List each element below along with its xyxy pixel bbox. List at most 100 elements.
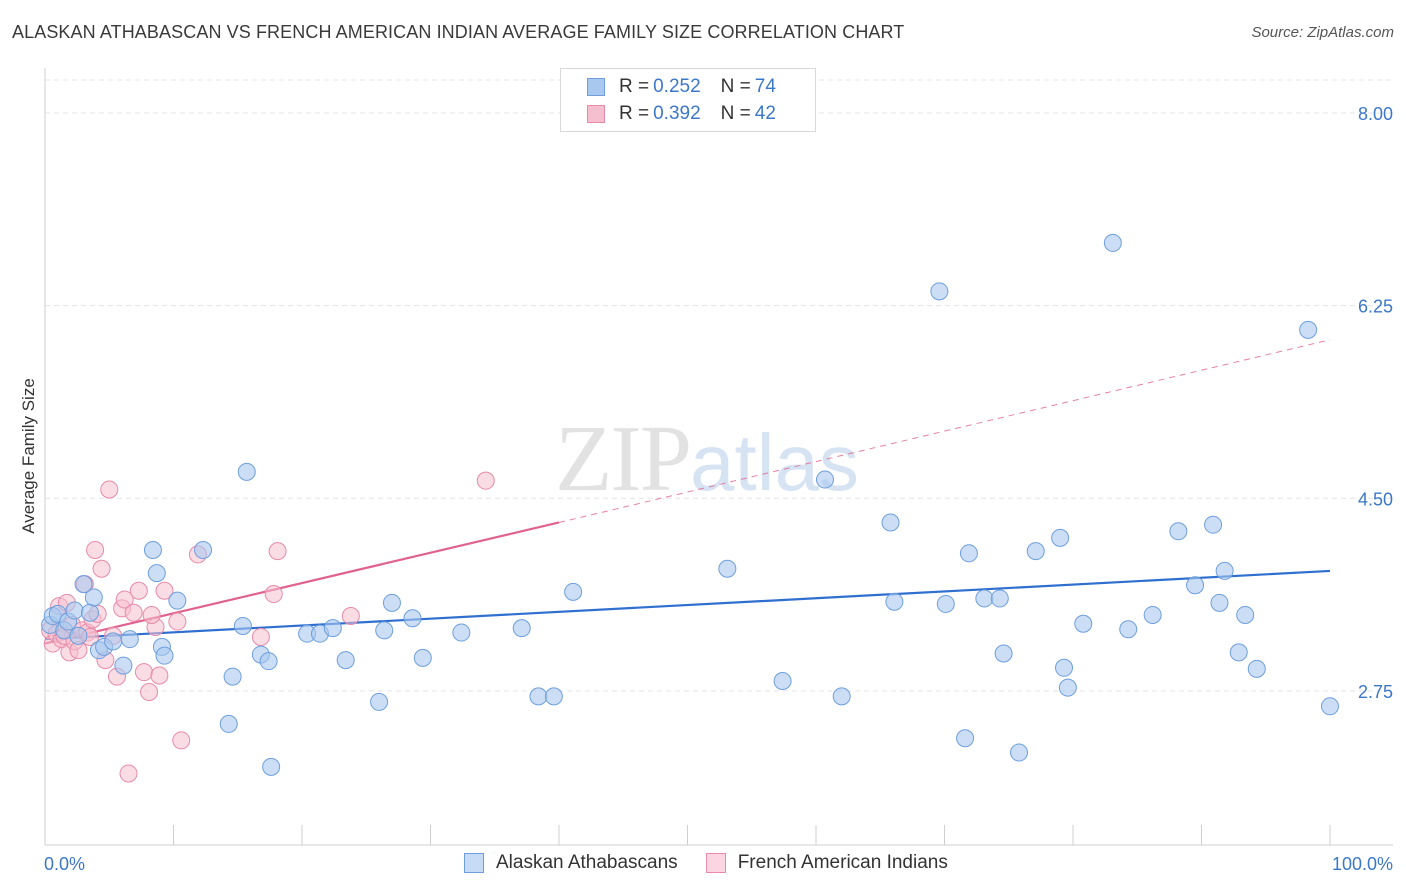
point-alaskan-athabascan — [114, 656, 133, 675]
point-alaskan-athabascan — [1143, 605, 1162, 624]
point-french-american-indian — [115, 590, 134, 609]
y-axis-label: Average Family Size — [19, 378, 38, 534]
point-alaskan-athabascan — [885, 592, 904, 611]
point-french-american-indian — [155, 581, 174, 600]
point-alaskan-athabascan — [143, 541, 162, 560]
point-alaskan-athabascan — [403, 609, 422, 628]
point-alaskan-athabascan — [262, 757, 281, 776]
point-alaskan-athabascan — [544, 687, 563, 706]
point-alaskan-athabascan — [1119, 620, 1138, 639]
point-alaskan-athabascan — [1210, 593, 1229, 612]
legend-r-value: 0.392 — [653, 103, 701, 124]
point-alaskan-athabascan — [936, 594, 955, 613]
point-french-american-indian — [150, 666, 169, 685]
point-alaskan-athabascan — [512, 619, 531, 638]
point-alaskan-athabascan — [1299, 320, 1318, 339]
legend-n-label: N = — [720, 76, 751, 97]
trend-lines — [44, 339, 1331, 645]
point-alaskan-athabascan — [452, 623, 471, 642]
point-alaskan-athabascan — [564, 582, 583, 601]
point-alaskan-athabascan — [155, 646, 174, 665]
point-alaskan-athabascan — [1186, 576, 1205, 595]
legend-row-athabascans: R = 0.252 N = 74 — [587, 74, 776, 100]
watermark-zip: ZIP — [555, 407, 692, 511]
point-alaskan-athabascan — [237, 462, 256, 481]
point-french-american-indian — [142, 605, 161, 624]
point-french-american-indian — [268, 542, 287, 561]
legend-swatch-blue — [587, 78, 605, 96]
point-alaskan-athabascan — [65, 601, 84, 620]
point-alaskan-athabascan — [382, 593, 401, 612]
point-alaskan-athabascan — [1321, 697, 1339, 716]
point-french-american-indian — [341, 607, 360, 626]
legend-r-value: 0.252 — [653, 76, 701, 97]
point-alaskan-athabascan — [120, 630, 139, 649]
point-alaskan-athabascan — [881, 513, 900, 532]
series-legend: Alaskan Athabascans French American Indi… — [464, 852, 976, 874]
legend-swatch-pink — [705, 853, 726, 873]
point-alaskan-athabascan — [80, 603, 99, 622]
point-alaskan-athabascan — [1247, 659, 1266, 678]
trend-line-extension-french-american-indians — [558, 339, 1331, 523]
legend-label-athabascans: Alaskan Athabascans — [496, 852, 678, 873]
point-french-american-indian — [124, 603, 143, 622]
point-alaskan-athabascan — [1010, 743, 1029, 762]
point-alaskan-athabascan — [815, 470, 834, 489]
point-alaskan-athabascan — [832, 687, 851, 706]
legend-swatch-pink — [587, 105, 605, 123]
source-label: Source: ZipAtlas.com — [1251, 24, 1394, 41]
point-alaskan-athabascan — [69, 626, 88, 645]
point-french-american-indian — [119, 764, 138, 783]
legend-item-french-american-indians: French American Indians — [705, 852, 948, 874]
point-alaskan-athabascan — [84, 588, 103, 607]
watermark-atlas: atlas — [690, 418, 859, 507]
point-alaskan-athabascan — [1215, 561, 1234, 580]
point-alaskan-athabascan — [336, 651, 355, 670]
y-tick-label: 6.25 — [1358, 297, 1393, 317]
point-alaskan-athabascan — [168, 591, 187, 610]
point-alaskan-athabascan — [994, 644, 1013, 663]
axes — [44, 68, 1393, 846]
point-alaskan-athabascan — [956, 729, 975, 748]
point-french-american-indian — [92, 559, 111, 578]
y-tick-label: 8.00 — [1358, 104, 1393, 124]
point-alaskan-athabascan — [529, 687, 548, 706]
trend-line-french-american-indians — [44, 521, 560, 645]
point-alaskan-athabascan — [773, 671, 792, 690]
point-alaskan-athabascan — [1204, 515, 1223, 534]
point-alaskan-athabascan — [1236, 605, 1255, 624]
y-tick-label: 2.75 — [1358, 682, 1393, 702]
point-french-american-indian — [476, 471, 495, 490]
point-alaskan-athabascan — [718, 559, 737, 578]
point-alaskan-athabascan — [375, 621, 394, 640]
point-alaskan-athabascan — [323, 619, 342, 638]
data-points — [41, 233, 1339, 783]
point-french-american-indian — [168, 612, 187, 631]
point-french-american-indian — [100, 480, 119, 499]
point-alaskan-athabascan — [1058, 678, 1077, 697]
point-alaskan-athabascan — [147, 564, 166, 583]
point-alaskan-athabascan — [259, 652, 278, 671]
grid-lines — [45, 79, 1393, 692]
point-alaskan-athabascan — [74, 575, 93, 594]
chart-title: ALASKAN ATHABASCAN VS FRENCH AMERICAN IN… — [12, 22, 905, 42]
legend-r-label: R = — [619, 76, 650, 97]
point-alaskan-athabascan — [104, 632, 123, 651]
point-french-american-indian — [251, 627, 270, 646]
legend-r-label: R = — [619, 103, 650, 124]
correlation-legend: R = 0.252 N = 74 R = 0.392 N = 42 — [560, 68, 816, 132]
point-alaskan-athabascan — [233, 616, 252, 635]
x-tick-label: 100.0% — [1332, 854, 1393, 874]
point-alaskan-athabascan — [990, 589, 1009, 608]
axis-labels: 2.75 4.50 6.25 8.00 0.0% 100.0% Average Family… — [19, 104, 1393, 874]
point-alaskan-athabascan — [975, 589, 994, 608]
legend-swatch-blue — [464, 853, 484, 873]
legend-n-label: N = — [720, 103, 751, 124]
point-alaskan-athabascan — [219, 714, 238, 733]
point-french-american-indian — [140, 683, 159, 701]
point-alaskan-athabascan — [223, 667, 242, 686]
point-french-american-indian — [264, 585, 283, 604]
legend-n-value: 42 — [754, 103, 776, 124]
point-alaskan-athabascan — [194, 541, 213, 560]
